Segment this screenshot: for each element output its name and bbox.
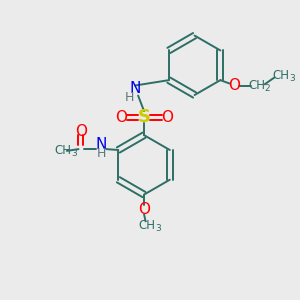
Text: O: O (138, 202, 150, 217)
Text: 3: 3 (71, 149, 76, 158)
Text: N: N (130, 81, 141, 96)
Text: O: O (75, 124, 87, 139)
Text: CH: CH (54, 144, 71, 158)
Text: CH: CH (248, 79, 265, 92)
Text: S: S (138, 108, 151, 126)
Text: O: O (115, 110, 127, 125)
Text: CH: CH (139, 219, 155, 232)
Text: O: O (161, 110, 173, 125)
Text: H: H (125, 91, 134, 104)
Text: O: O (228, 78, 240, 93)
Text: CH: CH (272, 69, 290, 82)
Text: 3: 3 (155, 224, 161, 233)
Text: H: H (96, 147, 106, 161)
Text: 3: 3 (290, 74, 295, 82)
Text: N: N (95, 136, 107, 152)
Text: 2: 2 (265, 84, 270, 93)
